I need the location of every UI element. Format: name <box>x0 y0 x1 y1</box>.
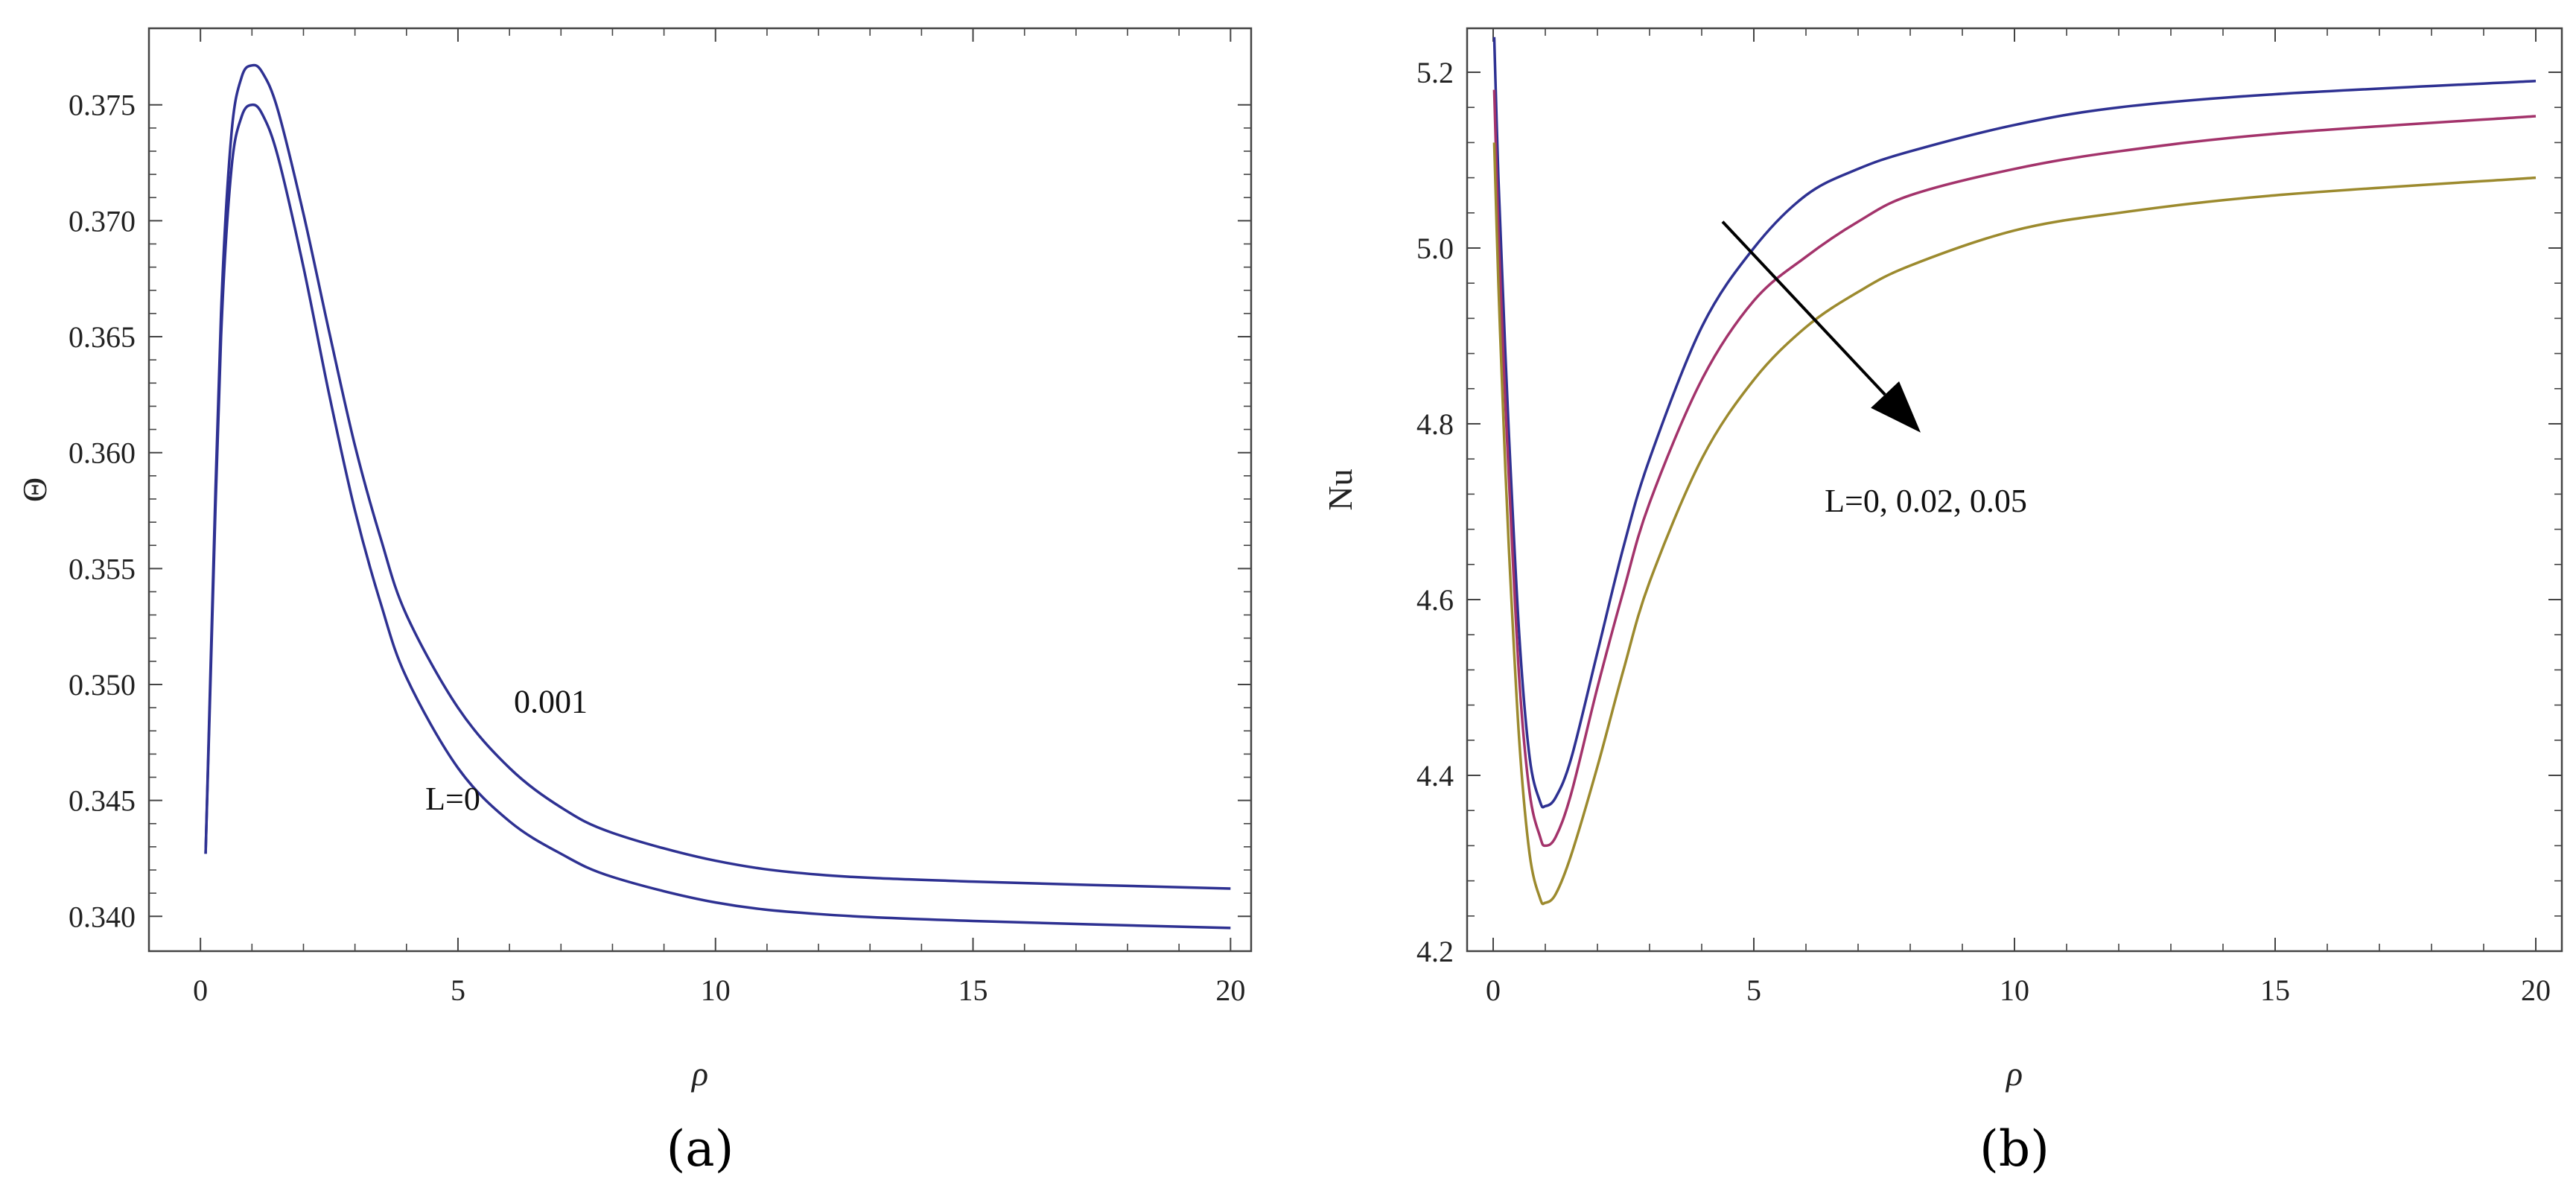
panel-b-tag: (b) <box>1979 1120 2049 1178</box>
panel-a-series <box>204 63 1231 930</box>
panel-b-annotations: L=0, 0.02, 0.05 <box>1825 483 2027 519</box>
annotation-label: 0.001 <box>514 683 588 720</box>
arrow-shaft <box>1721 220 1886 396</box>
x-tick-label: 5 <box>451 973 465 1007</box>
y-tick-label: 0.370 <box>69 204 136 238</box>
annotation-label: L=0 <box>425 781 480 817</box>
panel-a-y-axis-label: Θ <box>16 477 54 502</box>
panel-b-trend-arrow <box>1721 220 1921 433</box>
x-tick-label: 10 <box>701 973 731 1007</box>
y-tick-label: 4.2 <box>1416 935 1454 968</box>
y-tick-label: 4.4 <box>1416 759 1454 792</box>
x-tick-label: 15 <box>958 973 988 1007</box>
x-tick-label: 10 <box>2000 973 2029 1007</box>
panel-b-series <box>1492 36 2537 906</box>
y-tick-label: 5.0 <box>1416 232 1454 265</box>
y-tick-label: 0.360 <box>69 436 136 470</box>
panel-b-chart: 0 5 10 15 20 4.2 4.4 4.6 4.8 5.0 5.2 ρ Nu L=0, 0.0… <box>1321 27 2563 1178</box>
y-tick-label: 0.340 <box>69 900 136 933</box>
x-tick-label: 20 <box>1215 973 1245 1007</box>
panel-b-x-axis-label: ρ <box>2005 1055 2023 1093</box>
panel-b-ticks <box>1467 28 2562 952</box>
x-tick-label: 15 <box>2260 973 2290 1007</box>
panel-a-tick-labels: 0 5 10 15 20 0.340 0.345 0.350 0.355 0.360 0.365 0.… <box>69 89 1245 1007</box>
x-tick-label: 0 <box>1486 973 1501 1007</box>
y-tick-label: 4.6 <box>1416 583 1454 617</box>
annotation-label: L=0, 0.02, 0.05 <box>1825 483 2027 519</box>
series-line-1 <box>1492 36 2537 809</box>
y-tick-label: 0.365 <box>69 320 136 354</box>
series-line-2 <box>1492 89 2537 848</box>
x-tick-label: 20 <box>2521 973 2551 1007</box>
panel-a-plot-frame <box>147 27 1253 953</box>
panel-a-tag: (a) <box>667 1120 734 1178</box>
y-tick-label: 0.375 <box>69 89 136 122</box>
y-tick-label: 5.2 <box>1416 56 1454 89</box>
series-line-3 <box>1492 142 2537 906</box>
panel-a-annotations: L=0 0.001 <box>425 683 588 817</box>
panel-b-plot-frame <box>1466 27 2563 953</box>
arrow-head <box>1871 381 1921 433</box>
x-tick-label: 0 <box>193 973 208 1007</box>
panel-b-tick-labels: 0 5 10 15 20 4.2 4.4 4.6 4.8 5.0 5.2 <box>1416 56 2551 1007</box>
y-tick-label: 0.355 <box>69 552 136 585</box>
panel-b-y-axis-label: Nu <box>1321 468 1359 510</box>
y-tick-label: 0.350 <box>69 668 136 702</box>
y-tick-label: 4.8 <box>1416 407 1454 441</box>
panel-a-x-axis-label: ρ <box>690 1055 708 1093</box>
panel-a-chart: 0 5 10 15 20 0.340 0.345 0.350 0.355 0.360 0.365 0.… <box>16 27 1253 1178</box>
x-tick-label: 5 <box>1746 973 1761 1007</box>
series-line-1 <box>204 103 1231 930</box>
series-line-2 <box>204 63 1231 890</box>
panel-a-ticks <box>148 28 1251 951</box>
y-tick-label: 0.345 <box>69 784 136 818</box>
